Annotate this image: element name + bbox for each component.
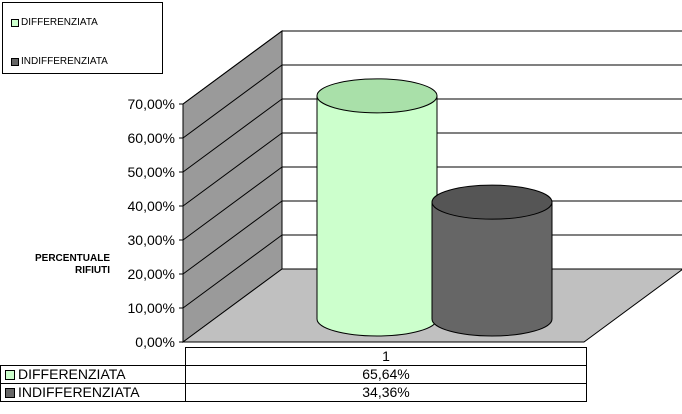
data-table-value-differenziata: 65,64% [185, 365, 587, 384]
table-label-differenziata: DIFFERENZIATA [18, 366, 126, 382]
gridline-side [182, 30, 283, 105]
bar-top-differenziata [316, 78, 438, 114]
chart-legend: DIFFERENZIATA INDIFFERENZIATA [2, 2, 163, 74]
y-tick-label: 70,00% [128, 96, 175, 112]
legend-item-differenziata: DIFFERENZIATA [11, 17, 98, 28]
data-table-rowhead-differenziata: DIFFERENZIATA [0, 365, 186, 384]
data-table: 1 DIFFERENZIATA 65,64% INDIFFERENZIATA 3… [0, 347, 587, 402]
bar-indifferenziata [431, 201, 553, 337]
gridline-side [182, 200, 283, 275]
bar-top-indifferenziata [431, 184, 553, 220]
table-swatch-indifferenziata [5, 387, 15, 398]
data-table-value-indifferenziata: 34,36% [185, 383, 587, 402]
y-tick-label: 50,00% [128, 164, 175, 180]
gridline-side [182, 64, 283, 139]
y-tick-label: 60,00% [128, 130, 175, 146]
legend-swatch-differenziata [11, 18, 19, 27]
legend-swatch-indifferenziata [11, 57, 19, 66]
legend-label-indifferenziata: INDIFFERENZIATA [21, 56, 108, 67]
y-tick-label: 30,00% [128, 232, 175, 248]
gridline-side [182, 132, 283, 207]
y-tick-label: 40,00% [128, 198, 175, 214]
table-swatch-differenziata [5, 369, 15, 380]
y-tick-label: 0,00% [135, 334, 175, 350]
gridline-side [182, 98, 283, 173]
y-tick-label: 10,00% [128, 300, 175, 316]
y-tick-label: 20,00% [128, 266, 175, 282]
data-table-header-row: 1 [1, 347, 587, 366]
bar-differenziata [316, 95, 438, 337]
legend-label-differenziata: DIFFERENZIATA [21, 17, 98, 28]
gridline-side [182, 166, 283, 241]
data-table-rowhead-indifferenziata: INDIFFERENZIATA [0, 383, 186, 402]
data-table-row-differenziata: DIFFERENZIATA 65,64% [0, 365, 587, 384]
table-label-indifferenziata: INDIFFERENZIATA [18, 384, 140, 400]
data-table-corner [1, 348, 186, 366]
y-axis-label: PERCENTUALE RIFIUTI [34, 253, 110, 276]
data-table-category: 1 [185, 347, 587, 366]
legend-item-indifferenziata: INDIFFERENZIATA [11, 56, 108, 67]
data-table-row-indifferenziata: INDIFFERENZIATA 34,36% [0, 383, 587, 402]
gridline-side [182, 234, 283, 309]
